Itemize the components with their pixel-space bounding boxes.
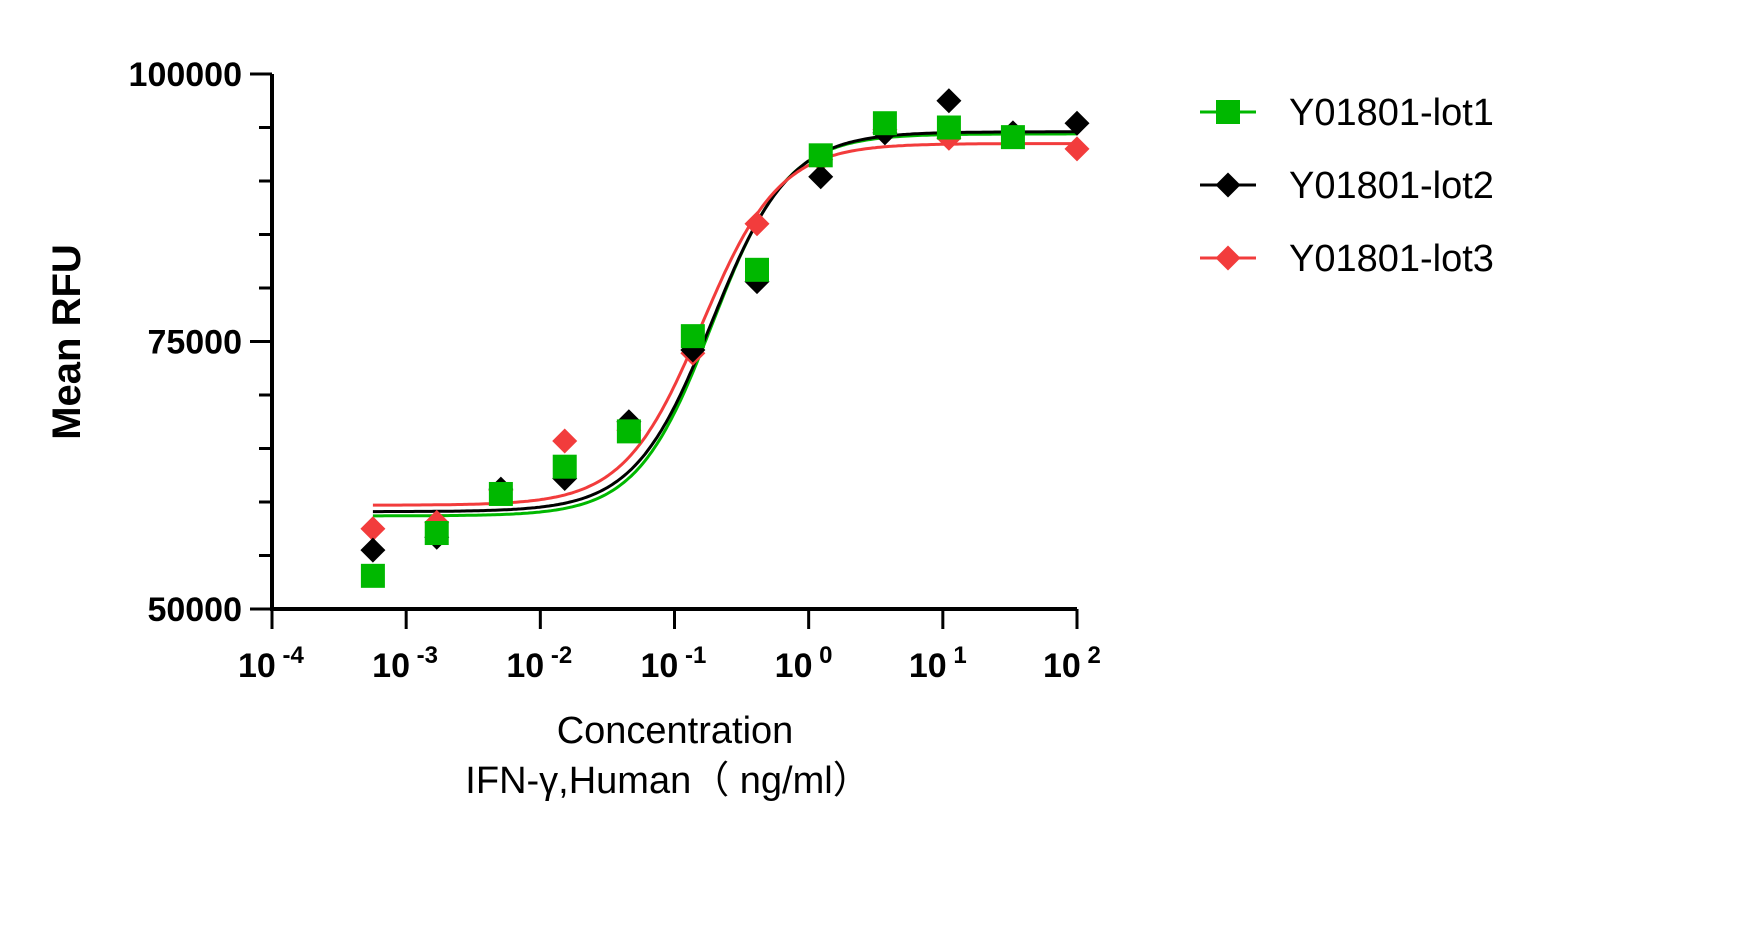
legend-label: Y01801-lot3 — [1289, 238, 1494, 280]
x-tick-label: 10 -1 — [641, 642, 707, 685]
fit-curves — [372, 130, 1077, 518]
y-tick-label: 100000 — [129, 56, 242, 94]
data-point-lot3 — [1064, 136, 1090, 162]
data-point-lot1 — [744, 257, 769, 282]
data-point-lot1 — [488, 481, 513, 506]
data-point-lot3 — [360, 516, 386, 542]
y-axis-label: Mean RFU — [45, 244, 89, 440]
data-point-lot1 — [616, 419, 641, 444]
y-tick-label: 50000 — [147, 591, 242, 629]
x-axis-label: Concentration — [557, 710, 794, 752]
x-tick-label: 10 -2 — [506, 642, 572, 685]
legend-marker-diamond — [1215, 245, 1241, 271]
data-point-lot1 — [360, 563, 385, 588]
data-point-lot2 — [360, 537, 386, 563]
data-point-lot2 — [936, 88, 962, 114]
legend: Y01801-lot1 Y01801-lot2 Y01801-lot3 — [1200, 92, 1494, 280]
y-tick-label: 75000 — [147, 324, 242, 362]
data-point-lot3 — [744, 211, 770, 237]
legend-label: Y01801-lot2 — [1289, 165, 1494, 207]
legend-marker-diamond — [1215, 172, 1241, 198]
x-tick-label: 10 2 — [1043, 642, 1101, 685]
x-tick-label: 10 -4 — [238, 642, 304, 685]
fit-curve-3 — [372, 142, 1077, 507]
data-point-lot2 — [1064, 110, 1090, 136]
data-point-lot1 — [808, 143, 833, 168]
x-axis-sublabel: IFN-γ,Human（ ng/ml） — [465, 760, 870, 802]
axes: 50000 75000 100000 10 -4 10 -3 10 -2 10 -1 10 0… — [129, 56, 1101, 685]
data-points — [360, 88, 1090, 588]
x-tick-label: 10 0 — [775, 642, 833, 685]
data-point-lot3 — [552, 428, 578, 454]
legend-label: Y01801-lot1 — [1289, 92, 1494, 134]
legend-item-1: Y01801-lot1 — [1200, 92, 1494, 134]
x-tick-label: 10 -3 — [372, 642, 438, 685]
data-point-lot1 — [872, 111, 897, 136]
data-point-lot1 — [1000, 125, 1025, 150]
data-point-lot1 — [552, 454, 577, 479]
data-point-lot2 — [808, 164, 834, 190]
legend-marker-square — [1216, 100, 1240, 124]
data-point-lot1 — [936, 115, 961, 140]
fit-curve-1 — [372, 132, 1077, 518]
data-point-lot1 — [680, 324, 705, 349]
x-tick-label: 10 1 — [909, 642, 967, 685]
fit-curve-2 — [372, 130, 1077, 514]
legend-item-2: Y01801-lot2 — [1200, 165, 1494, 207]
data-point-lot1 — [424, 521, 449, 546]
legend-item-3: Y01801-lot3 — [1200, 238, 1494, 280]
